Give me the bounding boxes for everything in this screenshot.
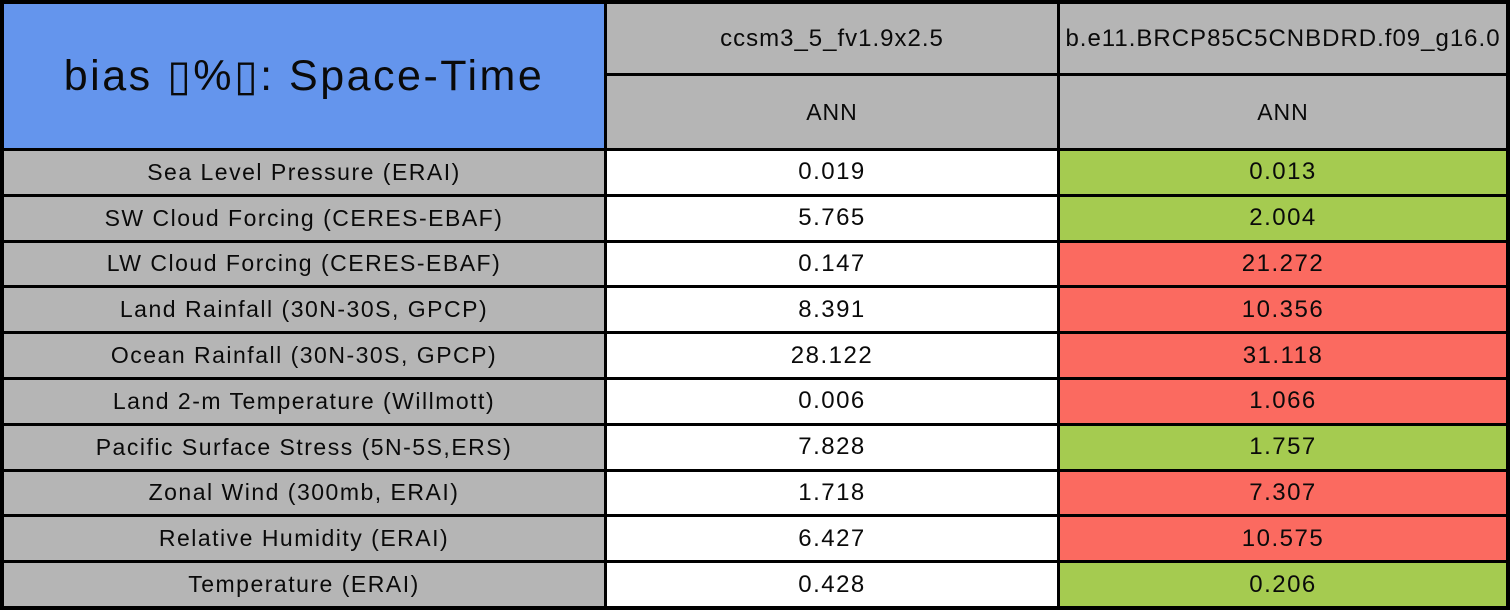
- case1-value: 0.428: [607, 563, 1057, 606]
- case1-value: 1.718: [607, 471, 1057, 515]
- case1-value: 6.427: [607, 517, 1057, 561]
- case2-value: 7.307: [1060, 471, 1506, 515]
- case1-value: 7.828: [607, 425, 1057, 469]
- case1-value: 28.122: [607, 334, 1057, 377]
- variable-label: Temperature (ERAI): [4, 563, 604, 606]
- case2-value: 1.757: [1060, 425, 1506, 469]
- case2-value: 2.004: [1060, 196, 1506, 240]
- case2-value: 10.575: [1060, 517, 1506, 561]
- variable-label: Ocean Rainfall (30N-30S, GPCP): [4, 334, 604, 377]
- case2-name-header: b.e11.BRCP85C5CNBDRD.f09_g16.0: [1060, 4, 1506, 73]
- table-title: bias ▯%▯: Space-Time: [4, 4, 604, 148]
- case2-value: 10.356: [1060, 288, 1506, 332]
- variable-label: Relative Humidity (ERAI): [4, 517, 604, 561]
- case1-value: 5.765: [607, 196, 1057, 240]
- case2-value: 0.206: [1060, 563, 1506, 606]
- variable-label: Pacific Surface Stress (5N-5S,ERS): [4, 425, 604, 469]
- case1-value: 0.147: [607, 242, 1057, 286]
- variable-label: LW Cloud Forcing (CERES-EBAF): [4, 242, 604, 286]
- variable-label: Land 2-m Temperature (Willmott): [4, 379, 604, 423]
- case1-season-header: ANN: [607, 76, 1057, 148]
- case2-value: 31.118: [1060, 334, 1506, 377]
- case1-value: 8.391: [607, 288, 1057, 332]
- variable-label: Land Rainfall (30N-30S, GPCP): [4, 288, 604, 332]
- case1-value: 0.006: [607, 379, 1057, 423]
- variable-label: Sea Level Pressure (ERAI): [4, 151, 604, 194]
- case1-name-header: ccsm3_5_fv1.9x2.5: [607, 4, 1057, 73]
- case1-value: 0.019: [607, 151, 1057, 194]
- variable-label: SW Cloud Forcing (CERES-EBAF): [4, 196, 604, 240]
- case2-value: 1.066: [1060, 379, 1506, 423]
- variable-label: Zonal Wind (300mb, ERAI): [4, 471, 604, 515]
- case2-season-header: ANN: [1060, 76, 1506, 148]
- case2-value: 21.272: [1060, 242, 1506, 286]
- case2-value: 0.013: [1060, 151, 1506, 194]
